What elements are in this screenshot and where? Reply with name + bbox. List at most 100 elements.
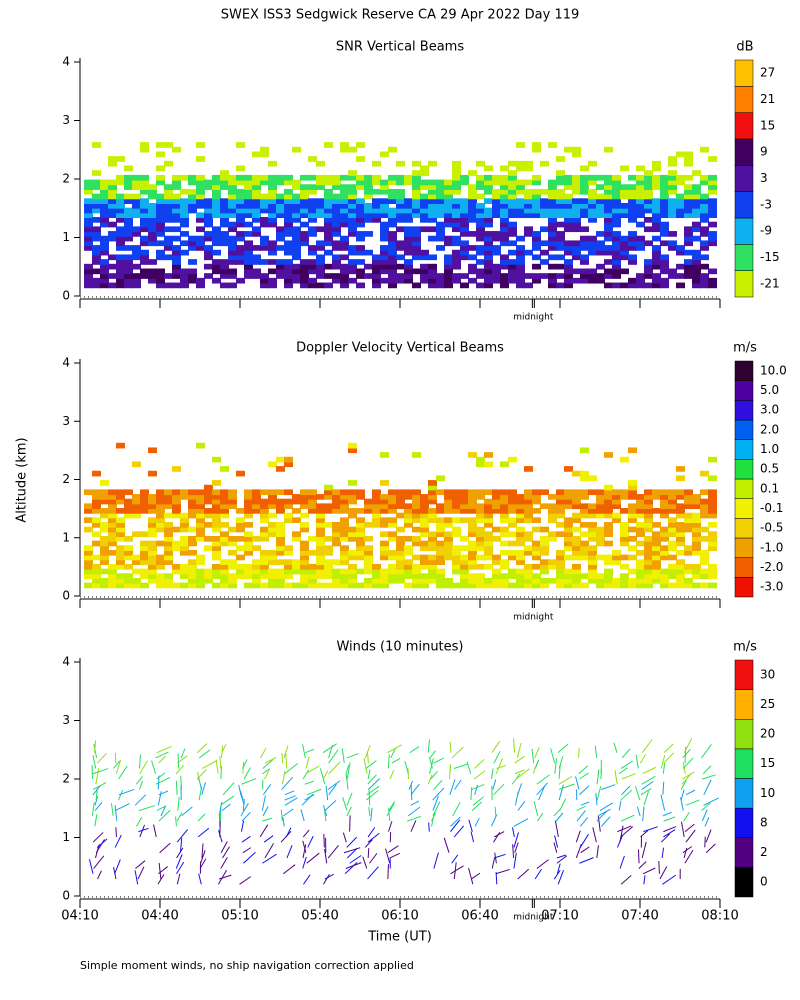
texture-cell: [628, 517, 637, 524]
texture-cell: [340, 554, 349, 561]
texture-cell: [476, 526, 485, 533]
texture-cell: [228, 549, 237, 556]
texture-cell: [108, 526, 117, 533]
texture-cell: [236, 517, 245, 524]
texture-cell: [604, 198, 613, 204]
wind-barb: [388, 801, 396, 811]
texture-cell: [548, 217, 557, 223]
wind-barb: [262, 768, 271, 775]
texture-cell: [500, 174, 509, 181]
texture-cell: [516, 508, 525, 514]
texture-cell: [108, 235, 117, 242]
texture-cell: [388, 568, 397, 575]
texture-cell: [612, 498, 621, 505]
texture-cell: [228, 494, 237, 500]
texture-cell: [468, 202, 477, 209]
colorbar-band: [734, 867, 754, 898]
texture-cell: [124, 536, 133, 542]
texture-cell: [364, 577, 373, 584]
wind-barb: [261, 817, 272, 822]
wind-barb: [536, 859, 549, 869]
texture-cell: [252, 503, 261, 510]
texture-cell: [332, 573, 341, 579]
texture-cell: [396, 240, 405, 247]
texture-cell: [668, 568, 677, 575]
wind-barb: [575, 830, 581, 843]
texture-cell: [588, 240, 597, 247]
texture-cell: [468, 193, 477, 200]
wind-barb: [118, 789, 124, 801]
texture-cell: [612, 188, 621, 195]
texture-cell: [228, 202, 237, 209]
texture-cell: [252, 582, 261, 589]
texture-cell: [660, 240, 669, 247]
texture-cell: [564, 198, 573, 204]
wind-barb: [558, 765, 561, 780]
texture-cell: [100, 526, 109, 533]
texture-cell: [572, 494, 581, 500]
wind-barb: [596, 845, 599, 859]
texture-cell: [132, 193, 141, 200]
texture-cell: [708, 198, 717, 204]
texture-cell: [548, 221, 557, 228]
wind-barb: [534, 759, 540, 769]
texture-cell: [140, 545, 149, 551]
texture-cell: [236, 198, 245, 204]
texture-cell: [396, 202, 405, 209]
texture-cell: [308, 259, 317, 265]
texture-cell: [364, 273, 373, 279]
texture-cell: [420, 273, 429, 279]
texture-cell: [708, 536, 717, 542]
wind-barb: [659, 866, 668, 880]
texture-cell: [148, 207, 157, 214]
wind-barb: [304, 794, 315, 801]
wind-barb: [454, 779, 462, 790]
wind-barb: [222, 846, 230, 859]
texture-cell: [420, 498, 429, 505]
texture-cell: [524, 494, 533, 500]
texture-cell: [204, 235, 213, 242]
texture-cell: [148, 193, 157, 200]
texture-cell: [316, 207, 325, 214]
texture-cell: [428, 160, 437, 167]
texture-cell: [348, 512, 357, 519]
texture-cell: [340, 193, 349, 200]
texture-cell: [540, 259, 549, 265]
texture-cell: [508, 170, 517, 176]
texture-cell: [180, 240, 189, 247]
texture-cell: [468, 526, 477, 533]
wind-barb: [658, 860, 660, 874]
texture-cell: [180, 217, 189, 223]
texture-cell: [108, 573, 117, 579]
texture-cell: [100, 540, 109, 547]
texture-cell: [524, 165, 533, 172]
texture-cell: [444, 268, 453, 275]
texture-cell: [228, 489, 237, 496]
texture-cell: [116, 174, 125, 181]
texture-cell: [116, 198, 125, 204]
texture-cell: [84, 221, 93, 228]
wind-barb: [433, 757, 444, 764]
texture-cell: [452, 212, 461, 219]
texture-cell: [196, 531, 205, 538]
texture-cell: [460, 231, 469, 237]
texture-cell: [308, 174, 317, 181]
texture-cell: [172, 179, 181, 186]
texture-cell: [212, 249, 221, 256]
wind-barb: [404, 761, 409, 774]
texture-cell: [692, 188, 701, 195]
texture-cell: [492, 554, 501, 561]
texture-cell: [684, 526, 693, 533]
texture-cell: [596, 249, 605, 256]
texture-cell: [252, 536, 261, 542]
texture-cell: [140, 498, 149, 505]
texture-cell: [572, 512, 581, 519]
texture-cell: [436, 559, 445, 565]
colorbar-label: -1.0: [760, 540, 783, 554]
wind-barb: [91, 802, 95, 816]
texture-cell: [500, 221, 509, 228]
texture-cell: [588, 235, 597, 242]
texture-cell: [564, 577, 573, 584]
chart-title: SWEX ISS3 Sedgwick Reserve CA 29 Apr 202…: [221, 8, 580, 23]
footnote: Simple moment winds, no ship navigation …: [80, 959, 414, 972]
